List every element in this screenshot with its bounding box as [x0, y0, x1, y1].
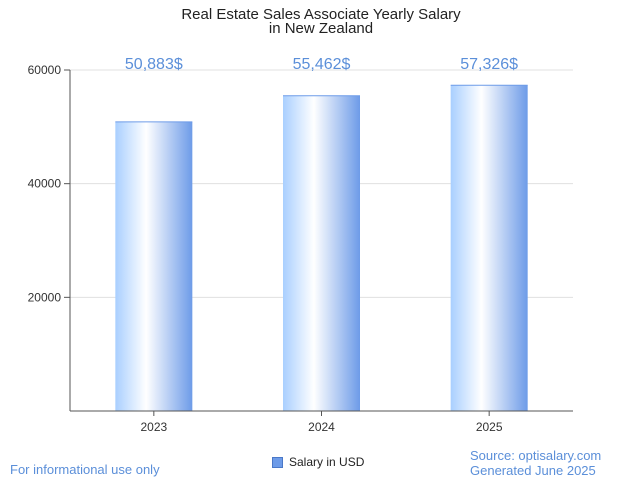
bar-2023 [115, 121, 193, 412]
y-tick-label-60000: 60000 [28, 63, 62, 77]
x-tick-label-2025: 2025 [476, 420, 503, 434]
generated-text: Generated June 2025 [470, 463, 596, 478]
y-tick-label-20000: 20000 [28, 290, 62, 304]
chart-title-line-1: Real Estate Sales Associate Yearly Salar… [181, 6, 461, 23]
y-tick-label-40000: 40000 [28, 177, 62, 191]
chart-title: Real Estate Sales Associate Yearly Salar… [181, 6, 461, 37]
legend-swatch [272, 456, 283, 468]
data-label-2023: 50,883$ [125, 56, 183, 73]
disclaimer-text: For informational use only [10, 462, 160, 477]
chart-title-line-2: in New Zealand [269, 20, 373, 37]
source-info: Source: optisalary.com Generated June 20… [470, 448, 601, 478]
bar-2024 [283, 95, 360, 412]
x-tick-label-2024: 2024 [308, 420, 335, 434]
source-text: Source: optisalary.com [470, 448, 602, 463]
data-label-2025: 57,326$ [460, 56, 518, 73]
legend-label: Salary in USD [289, 455, 365, 469]
legend: Salary in USD [272, 455, 364, 469]
x-tick-label-2023: 2023 [140, 420, 167, 434]
bars [115, 84, 528, 412]
data-label-2024: 55,462$ [293, 56, 351, 73]
axes: 2023 2024 2025 [69, 70, 573, 434]
bar-2025 [450, 85, 528, 411]
data-labels: 50,883$ 55,462$ 57,326$ [125, 56, 518, 73]
